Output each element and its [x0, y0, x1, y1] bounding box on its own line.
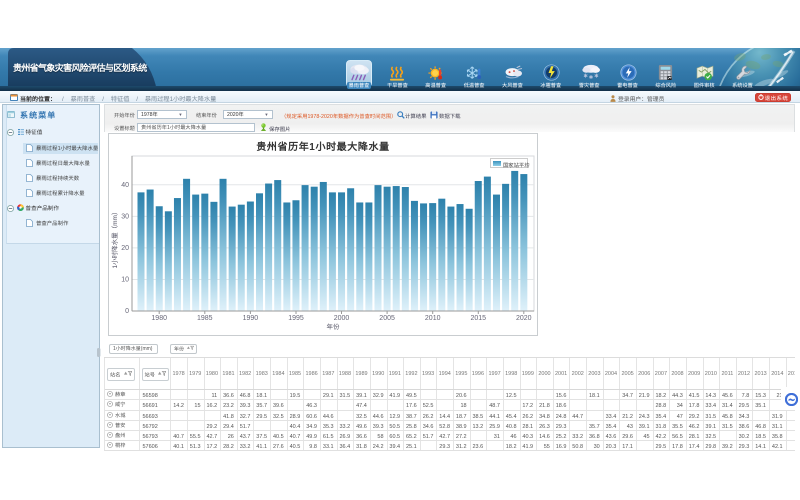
- svg-text:30: 30: [121, 212, 129, 222]
- svg-text:2005: 2005: [379, 313, 395, 323]
- svg-text:1995: 1995: [288, 313, 304, 323]
- svg-text:1985: 1985: [197, 313, 213, 323]
- svg-text:1小时降水量（mm）: 1小时降水量（mm）: [109, 209, 119, 269]
- svg-text:年份: 年份: [327, 321, 341, 331]
- svg-text:2020: 2020: [516, 313, 532, 323]
- svg-text:40: 40: [121, 180, 129, 190]
- svg-text:2000: 2000: [334, 313, 350, 323]
- svg-text:2015: 2015: [471, 313, 487, 323]
- svg-text:1990: 1990: [243, 313, 259, 323]
- svg-text:0: 0: [125, 306, 129, 316]
- svg-text:2010: 2010: [425, 313, 441, 323]
- svg-text:1980: 1980: [151, 313, 167, 323]
- svg-text:10: 10: [121, 275, 129, 285]
- svg-text:20: 20: [121, 243, 129, 253]
